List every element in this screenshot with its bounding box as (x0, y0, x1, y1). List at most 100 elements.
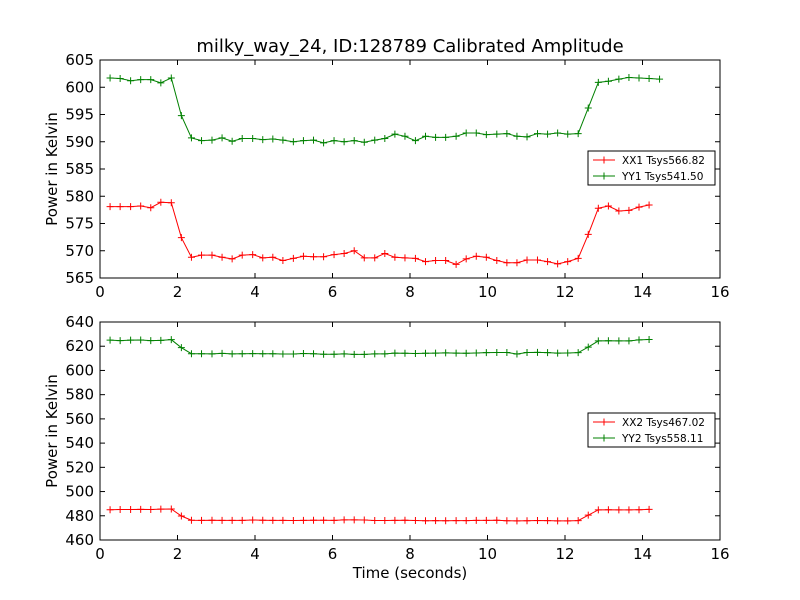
data-point (147, 204, 155, 212)
data-point (381, 517, 389, 525)
data-point (320, 253, 328, 261)
data-point (340, 350, 348, 358)
data-point (289, 517, 297, 525)
y-tick-label: 540 (65, 434, 94, 452)
y-tick-label: 580 (65, 187, 94, 205)
data-point (493, 349, 501, 357)
data-point (167, 199, 175, 207)
data-point (187, 350, 195, 358)
y-tick-label: 595 (65, 106, 94, 124)
data-point (452, 517, 460, 525)
data-point (167, 336, 175, 344)
data-point (513, 350, 521, 358)
data-point (442, 349, 450, 357)
data-point (482, 253, 490, 261)
data-point (625, 206, 633, 214)
data-point (198, 251, 206, 259)
data-point (645, 201, 653, 209)
data-point (330, 251, 338, 259)
data-point (299, 137, 307, 145)
data-point (584, 511, 592, 519)
data-point (564, 258, 572, 266)
data-point (442, 133, 450, 141)
data-point (249, 251, 257, 259)
data-point (137, 76, 145, 84)
data-point (228, 137, 236, 145)
data-point (422, 349, 429, 357)
data-point (401, 254, 409, 262)
data-point (391, 253, 399, 261)
data-point (513, 132, 521, 140)
charts: 0 2 4 6 8 10 12 14 16565570575580585590595600605… (43, 36, 730, 582)
series-1 (106, 198, 653, 268)
data-point (157, 336, 165, 344)
x-tick-label: 0 (95, 283, 105, 301)
data-point (259, 350, 267, 358)
data-point (198, 516, 206, 524)
data-point (259, 136, 267, 144)
data-point (422, 132, 429, 140)
data-point (493, 516, 501, 524)
data-point (533, 130, 541, 138)
data-point (198, 350, 206, 358)
y-tick-label: 480 (65, 507, 94, 525)
data-point (259, 516, 267, 524)
data-point (147, 505, 155, 513)
x-tick-label: 4 (250, 283, 260, 301)
data-point (411, 517, 419, 525)
legend-entry: XX1 Tsys566.82 (622, 155, 705, 167)
x-tick-label: 14 (633, 283, 652, 301)
data-point (350, 247, 358, 255)
data-point (228, 255, 236, 263)
data-point (289, 350, 297, 358)
data-point (320, 139, 328, 147)
x-tick-label: 6 (328, 283, 338, 301)
data-point (493, 130, 501, 138)
data-point (523, 349, 531, 357)
data-point (259, 254, 267, 262)
data-point (208, 516, 216, 524)
data-point (574, 349, 582, 357)
data-point (218, 516, 226, 524)
x-tick-label: 12 (555, 283, 574, 301)
data-point (523, 133, 531, 141)
data-point (289, 254, 297, 262)
data-point (157, 198, 165, 206)
data-point (645, 505, 653, 513)
x-tick-label: 16 (710, 545, 729, 563)
data-point (584, 230, 592, 238)
data-point (503, 349, 511, 357)
y-tick-label: 570 (65, 242, 94, 260)
legend-box (587, 150, 716, 186)
data-point (381, 134, 389, 142)
y-tick-label: 520 (65, 458, 94, 476)
data-point (594, 204, 602, 212)
data-point (137, 202, 145, 210)
data-point (228, 516, 236, 524)
data-point (513, 259, 521, 267)
data-point (625, 337, 633, 345)
data-point (340, 249, 348, 257)
data-point (249, 516, 257, 524)
data-point (422, 517, 429, 525)
data-point (238, 516, 246, 524)
data-point (127, 77, 135, 85)
data-point (635, 506, 643, 514)
data-point (635, 336, 643, 344)
y-tick-label: 640 (65, 313, 94, 331)
data-point (625, 506, 633, 514)
data-point (218, 134, 226, 142)
data-point (584, 104, 592, 112)
data-point (452, 132, 460, 140)
data-point (615, 75, 623, 83)
chart-panel-1: 0 2 4 6 8 10 12 14 16 565 570 575 580 585 590 595 600 605… (43, 36, 730, 301)
series-1 (106, 505, 653, 525)
legend-box (587, 412, 716, 448)
data-point (360, 350, 368, 358)
data-point (544, 517, 552, 525)
data-point (350, 516, 358, 524)
data-point (269, 350, 277, 358)
data-point (432, 517, 440, 525)
data-point (360, 516, 368, 524)
